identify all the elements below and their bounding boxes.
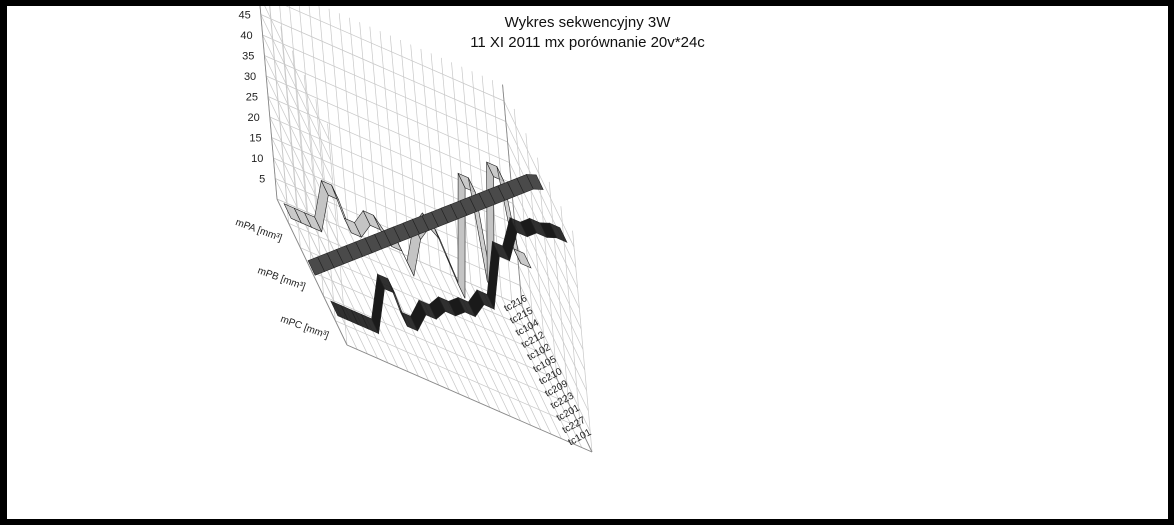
grid-line: [262, 34, 508, 143]
grid-line: [264, 55, 510, 163]
grid-line: [525, 133, 546, 355]
z-tick-label: 10: [251, 153, 263, 165]
z-tick-label: 45: [239, 10, 251, 22]
z-tick-label: 5: [259, 174, 265, 186]
grid-line: [323, 296, 569, 404]
grid-line: [537, 157, 558, 380]
axis-edge: [259, 6, 278, 200]
grid-line: [335, 320, 581, 428]
axis-edge: [346, 344, 593, 453]
grid-line: [560, 206, 581, 428]
z-tick-label: 35: [242, 51, 254, 63]
grid-line: [264, 6, 330, 141]
grid-line: [260, 14, 506, 122]
z-tick-label: 25: [246, 92, 258, 104]
series-segment: [549, 222, 568, 243]
grid-line: [548, 181, 570, 404]
grid-line: [513, 108, 535, 331]
z-tick-label: 15: [249, 133, 261, 145]
grid-line: [349, 17, 370, 240]
series-axis-label: mPC [mm³]: [279, 314, 330, 342]
grid-line: [338, 13, 360, 235]
series-segment: [457, 173, 466, 299]
grid-line: [379, 31, 400, 253]
z-tick-label: 40: [240, 30, 252, 42]
chart-canvas: 5101520253035404550mPC [mm³]mPB [mm³]mPA…: [234, 6, 594, 453]
grid-line: [285, 6, 505, 102]
grid-line: [300, 247, 546, 355]
axis-edge: [276, 198, 348, 346]
chart-frame: Wykres sekwencyjny 3W 11 XI 2011 mx poró…: [7, 6, 1168, 519]
series-axis-label: mPB [mm³]: [256, 265, 307, 293]
z-tick-label: 20: [248, 112, 260, 124]
grid-line: [269, 6, 290, 224]
grid-line: [311, 271, 558, 380]
axis-edge: [521, 305, 593, 453]
chart-title: Wykres sekwencyjny 3W: [504, 14, 671, 31]
z-tick-label: 30: [244, 71, 256, 83]
series-segment: [525, 174, 544, 190]
series-segment: [513, 248, 532, 269]
grid-line: [572, 230, 593, 453]
grid-line: [359, 22, 380, 244]
grid-line: [288, 223, 534, 331]
series-axis-label: mPA [mm³]: [234, 217, 284, 244]
grid-line: [292, 50, 313, 273]
chart-subtitle: 11 XI 2011 mx porównanie 20v*24c: [470, 34, 705, 51]
